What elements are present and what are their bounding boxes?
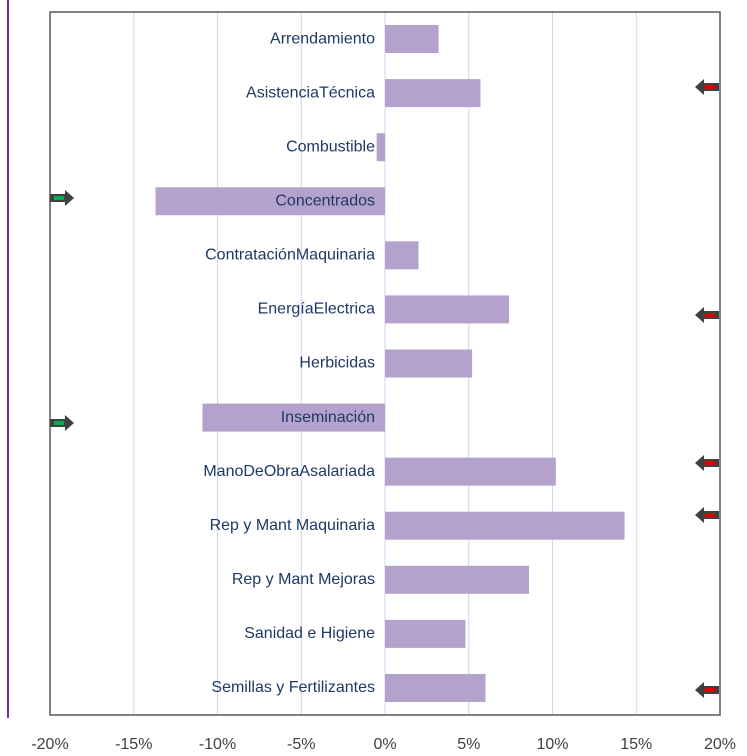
category-label: Concentrados bbox=[275, 192, 375, 209]
category-label: ManoDeObraAsalariada bbox=[203, 463, 375, 480]
bar bbox=[376, 133, 385, 162]
arrow-red bbox=[695, 79, 719, 95]
arrow-red bbox=[695, 455, 719, 471]
category-label: Combustible bbox=[286, 138, 375, 155]
x-tick-label: 0% bbox=[373, 736, 396, 753]
x-tick-label: 10% bbox=[536, 736, 568, 753]
category-label: Arrendamiento bbox=[270, 30, 375, 47]
arrow-red bbox=[695, 507, 719, 523]
bar bbox=[155, 187, 385, 216]
x-tick-label: 15% bbox=[620, 736, 652, 753]
bar bbox=[385, 241, 419, 270]
bar bbox=[385, 511, 625, 540]
category-label: Rep y Mant Maquinaria bbox=[210, 517, 376, 534]
category-label: ContrataciónMaquinaria bbox=[205, 247, 375, 264]
x-tick-label: -10% bbox=[199, 736, 236, 753]
x-tick-label: 20% bbox=[704, 736, 736, 753]
bar bbox=[385, 349, 473, 378]
category-label: Semillas y Fertilizantes bbox=[211, 679, 375, 696]
category-label: Sanidad e Higiene bbox=[244, 625, 375, 642]
x-tick-label: -5% bbox=[287, 736, 315, 753]
arrow-green bbox=[50, 190, 74, 206]
bar bbox=[385, 25, 439, 54]
x-tick-label: 5% bbox=[457, 736, 480, 753]
category-label: Inseminación bbox=[281, 409, 375, 426]
arrow-red bbox=[695, 307, 719, 323]
category-label: Herbicidas bbox=[299, 355, 375, 372]
bar bbox=[385, 565, 530, 594]
bar bbox=[385, 295, 509, 324]
category-label: AsistenciaTécnica bbox=[246, 84, 375, 101]
bar bbox=[385, 457, 556, 486]
bar bbox=[385, 619, 466, 648]
category-label: Rep y Mant Mejoras bbox=[232, 571, 375, 588]
x-tick-label: -15% bbox=[115, 736, 152, 753]
category-label: EnergíaElectrica bbox=[258, 301, 375, 318]
plot-frame bbox=[49, 11, 721, 716]
arrow-red bbox=[695, 682, 719, 698]
bar bbox=[385, 79, 481, 108]
bar bbox=[202, 403, 385, 432]
arrow-green bbox=[50, 415, 74, 431]
bar bbox=[385, 673, 486, 702]
x-tick-label: -20% bbox=[31, 736, 68, 753]
indicators bbox=[50, 79, 719, 698]
